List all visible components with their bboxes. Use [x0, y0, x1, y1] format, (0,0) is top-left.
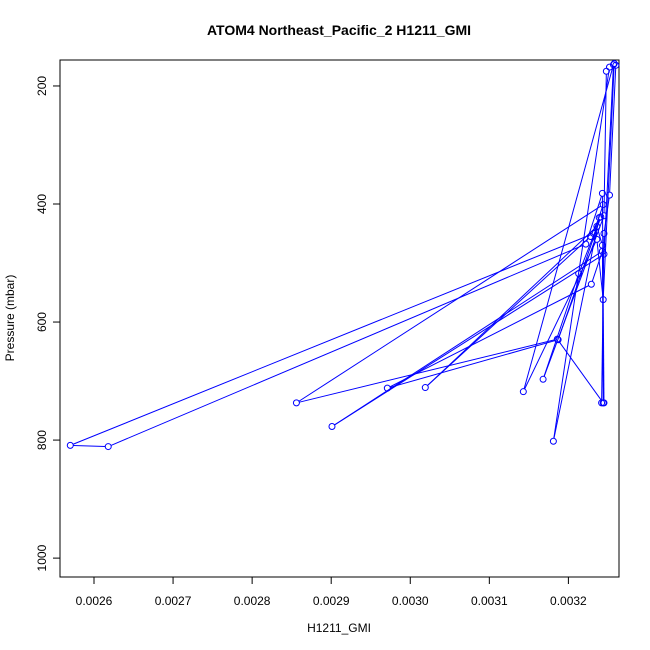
x-axis-label: H1211_GMI [307, 621, 371, 635]
series-segment [543, 218, 604, 377]
series-segment [389, 285, 589, 388]
series-segment [603, 74, 607, 213]
x-tick-label: 0.0032 [550, 594, 587, 608]
series-segment [596, 242, 604, 297]
data-point [606, 191, 614, 199]
data-point [587, 232, 595, 240]
data-point [602, 67, 610, 75]
series-segment [299, 339, 555, 403]
series-segment [591, 220, 599, 234]
data-point [519, 388, 527, 396]
series-segment [523, 67, 614, 389]
y-tick-label: 600 [35, 312, 49, 332]
data-point [549, 437, 557, 445]
series-segment [334, 255, 602, 426]
series-segment [334, 252, 601, 426]
data-point [575, 270, 583, 278]
y-tick-label: 800 [35, 430, 49, 450]
x-axis: 0.0026 0.0027 0.0028 0.0029 0.0030 0.0031 0.00… [76, 577, 587, 608]
data-point [66, 441, 74, 449]
data-point [600, 230, 608, 238]
x-tick-label: 0.0027 [155, 594, 192, 608]
series-segment [553, 69, 610, 439]
series-layer [66, 60, 620, 451]
y-axis: 200 400 600 800 1000 [35, 76, 60, 571]
series-segment [110, 244, 584, 446]
data-point [292, 399, 300, 407]
data-point [610, 60, 618, 68]
data-point [104, 443, 112, 451]
data-point [593, 222, 601, 230]
chart-title: ATOM4 Northeast_Pacific_2 H1211_GMI [207, 22, 471, 38]
x-tick-label: 0.0031 [471, 594, 508, 608]
data-point [582, 240, 590, 248]
series-segment [558, 341, 602, 401]
y-tick-label: 400 [35, 194, 49, 214]
series-segment [609, 68, 617, 193]
x-tick-label: 0.0026 [76, 594, 113, 608]
y-tick-label: 200 [35, 76, 49, 96]
data-point [383, 384, 391, 392]
series-segment [553, 220, 600, 439]
series-segment [72, 234, 592, 445]
data-point [600, 212, 608, 220]
series-segment [602, 66, 615, 297]
x-tick-label: 0.0028 [234, 594, 271, 608]
series-segment [579, 219, 601, 272]
data-point [587, 280, 595, 288]
data-point [598, 247, 606, 255]
y-tick-label: 1000 [35, 544, 49, 571]
data-point [599, 399, 607, 407]
data-point [328, 423, 336, 431]
series-segment [73, 444, 106, 447]
series-segment [298, 205, 601, 402]
data-point [539, 375, 547, 383]
data-point [599, 296, 607, 304]
series-segment [603, 67, 614, 252]
data-point [597, 213, 605, 221]
series-segment [390, 340, 556, 388]
y-axis-label: Pressure (mbar) [3, 275, 17, 362]
data-point [421, 384, 429, 392]
series-segment [427, 228, 596, 386]
data-point [553, 335, 561, 343]
series-segment [591, 253, 602, 282]
data-point [593, 235, 601, 243]
x-tick-label: 0.0030 [392, 594, 429, 608]
data-point [554, 336, 562, 344]
data-point [598, 189, 606, 197]
series-segment [601, 248, 604, 400]
plot-frame [59, 59, 620, 578]
x-tick-label: 0.0029 [313, 594, 350, 608]
series-segment [543, 276, 579, 377]
data-point [609, 61, 617, 69]
data-point [599, 201, 607, 209]
